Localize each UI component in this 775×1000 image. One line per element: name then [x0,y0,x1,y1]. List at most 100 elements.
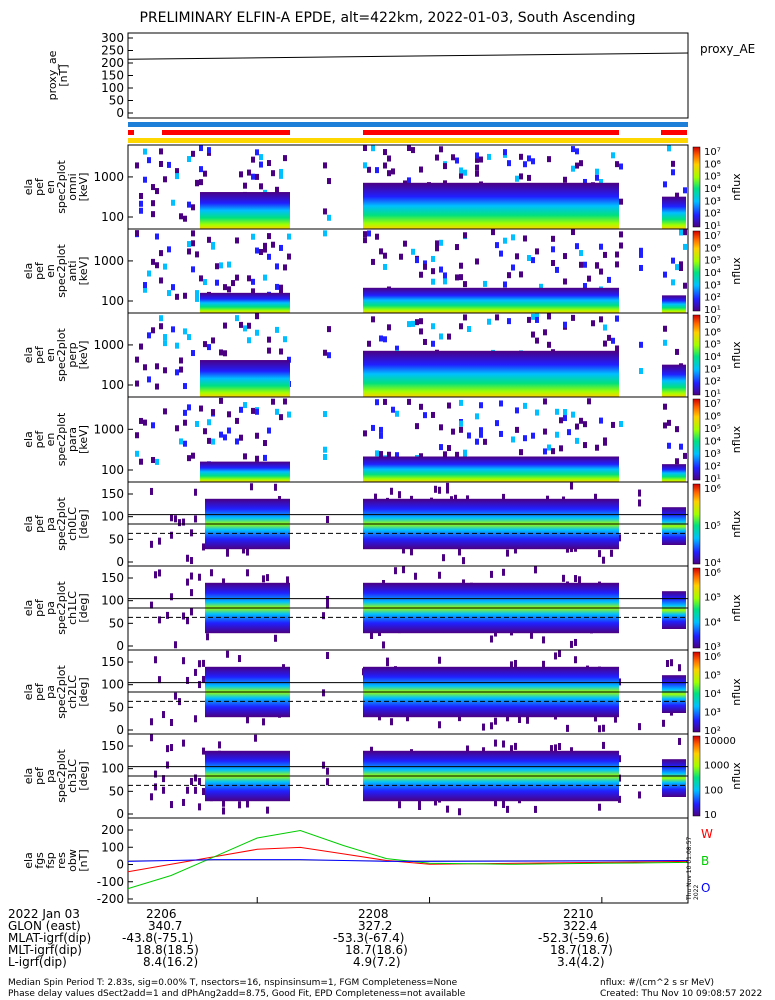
spectrogram-pixel [431,255,435,262]
y-axis-label: proxy_ae[nT] [46,50,70,100]
spectrogram-pixel [187,455,191,462]
spectrogram-pixel [371,316,375,323]
spectrogram-pixel [463,232,467,239]
spectrogram-pixel [219,262,223,269]
spectrogram-pixel [150,540,153,548]
spectrogram-pixel [287,356,291,363]
spectrogram-pixel [255,247,259,254]
spectrogram-pixel [554,652,557,660]
spectrogram-pixel [459,167,463,174]
spectrogram-pixel [527,174,531,181]
pitch-angle-band [662,507,686,545]
spectrogram-pixel [435,245,439,252]
spectrogram-pixel [167,161,171,168]
spectrogram-pixel [663,271,667,278]
spectrogram-pixel [523,235,527,242]
spectrogram-pixel [159,250,163,257]
spectrogram-band [200,192,290,229]
spectrogram-pixel [599,268,603,275]
spectrogram-pixel [227,261,231,268]
spectrogram-pixel [198,660,201,668]
spectrogram-pixel [202,788,205,796]
spectrogram-pixel [423,263,427,270]
y-tick-label: 150 [101,487,124,501]
spectrogram-pixel [170,593,173,601]
spectrogram-pixel [514,546,517,554]
y-tick-label: 0 [116,639,124,653]
colorbar-tick-label: 10⁵ [704,256,721,267]
footer-value: 340.7 [148,919,183,933]
y-label-line: pa [44,601,57,615]
y-label-line: ela [22,263,35,280]
spectrogram-pixel [446,482,449,490]
fgm-bar [128,138,688,143]
spectrogram-pixel [535,337,539,344]
colorbar-label: nflux [730,341,743,369]
spectrogram-pixel [594,714,597,722]
spectrogram-pixel [406,714,409,722]
y-tick-label: 100 [101,463,124,477]
spectrogram-pixel [527,316,531,323]
spectrogram-pixel [399,253,403,260]
spectrogram-pixel [379,335,383,342]
spectrogram-pixel [579,250,583,257]
spectrogram-pixel [267,347,271,354]
spectrogram-pixel [179,357,183,364]
spectrogram-pixel [583,283,587,290]
y-label-line: ela [22,516,35,533]
spectrogram-pixel [207,147,211,154]
spectrogram-pixel [195,295,199,302]
spectrogram-pixel [251,233,255,240]
spectrogram-pixel [415,423,419,430]
colorbar-label: nflux [730,594,743,622]
spectrogram-pixel [163,367,167,374]
spectrogram-pixel [187,248,191,255]
spectrogram-pixel [611,337,615,344]
y-label-line: ch3LC [66,759,79,793]
spectrogram-pixel [506,549,509,557]
spectrogram-pixel [275,283,279,290]
y-label-line: en [44,433,57,447]
spectrogram-pixel [511,234,515,241]
y-label-line: pef [33,430,46,449]
spectrogram-pixel [139,458,143,465]
spectrogram-pixel [162,711,165,719]
spectrogram-pixel [191,452,195,459]
spectrogram-pixel [375,450,379,457]
spectrogram-pixel [183,328,187,335]
spectrogram-pixel [183,383,187,390]
spectrogram-pixel [147,332,151,339]
spectrogram-pixel [203,170,207,177]
spectrogram-pixel [475,152,479,159]
spectrogram-pixel [398,491,401,499]
spectrogram-pixel [235,438,239,445]
spectrogram-pixel [190,589,193,597]
spectrogram-pixel [178,519,181,527]
y-label-line: pef [33,261,46,280]
spectrogram-pixel [543,398,547,405]
spectrogram-pixel [239,321,243,328]
spectrogram-pixel [475,156,479,163]
spectrogram-pixel [447,445,451,452]
spectrogram-pixel [227,427,231,434]
spectrogram-pixel [515,175,519,182]
spectrogram-pixel [263,440,267,447]
spectrogram-pixel [459,262,463,269]
y-tick-label: 1000 [93,170,124,184]
spectrogram-pixel [259,248,263,255]
spectrogram-pixel [147,157,151,164]
spectrogram-band [363,182,619,229]
spectrogram-pixel [215,279,219,286]
spectrogram-pixel [223,350,227,357]
spectrogram-pixel [514,742,517,750]
spectrogram-pixel [383,263,387,270]
spectrogram-pixel [167,290,171,297]
spectrogram-pixel [391,168,395,175]
pitch-angle-band [662,675,686,713]
spectrogram-pixel [438,486,441,494]
spectrogram-pixel [438,656,441,664]
spectrogram-pixel [543,448,547,455]
colorbar-label: nflux [730,762,743,790]
spectrogram-pixel [558,650,561,658]
spectrogram-pixel [187,241,191,248]
